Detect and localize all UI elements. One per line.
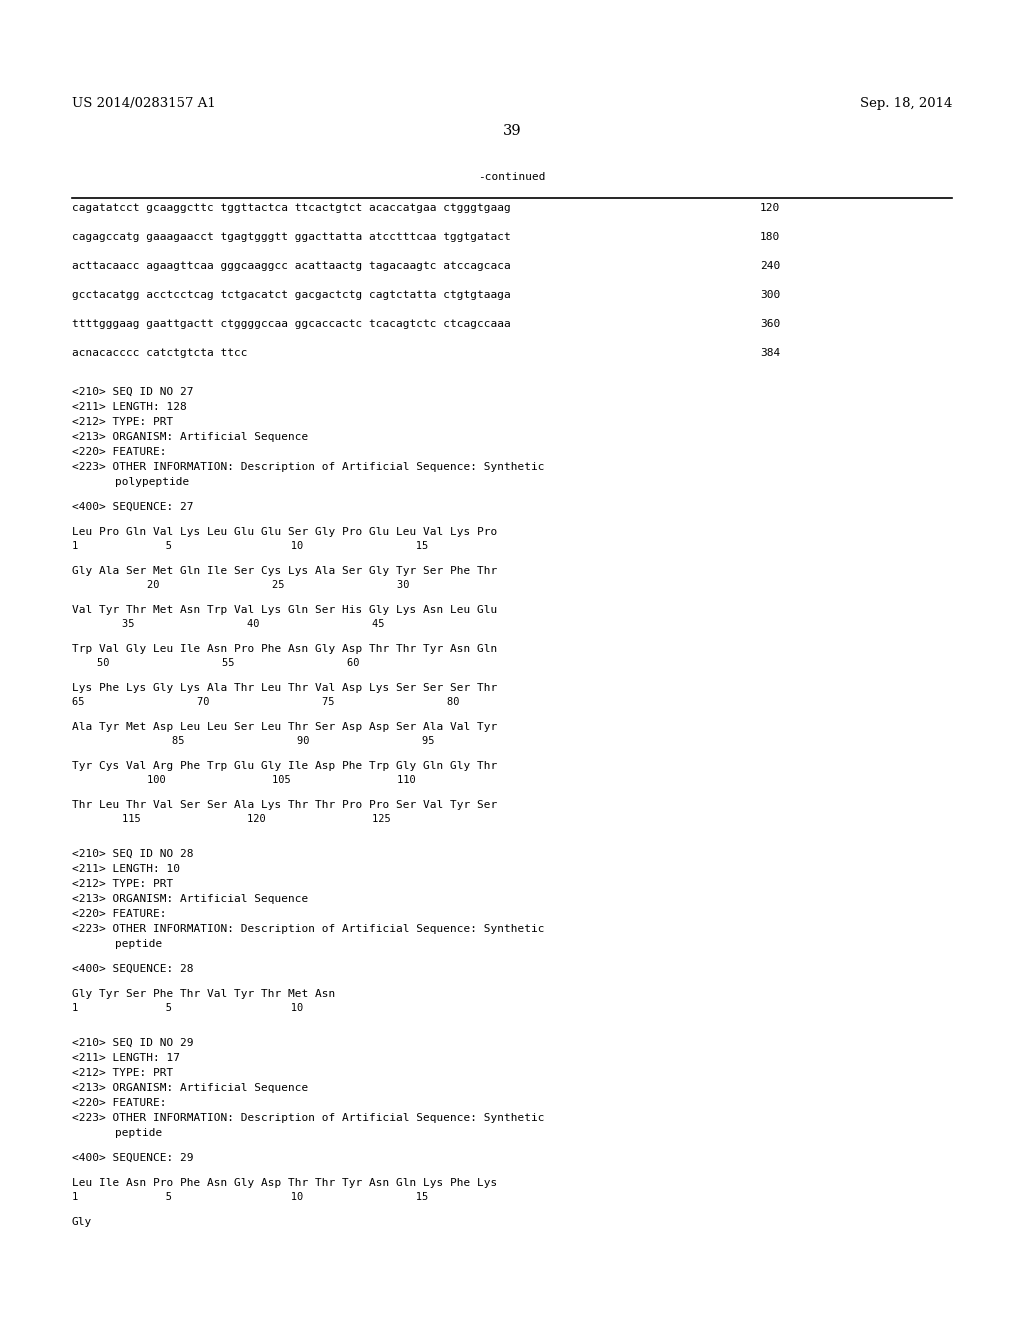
Text: <212> TYPE: PRT: <212> TYPE: PRT bbox=[72, 1068, 173, 1078]
Text: 180: 180 bbox=[760, 232, 780, 242]
Text: 120: 120 bbox=[760, 203, 780, 213]
Text: <213> ORGANISM: Artificial Sequence: <213> ORGANISM: Artificial Sequence bbox=[72, 432, 308, 442]
Text: 85                  90                  95: 85 90 95 bbox=[72, 737, 434, 746]
Text: Lys Phe Lys Gly Lys Ala Thr Leu Thr Val Asp Lys Ser Ser Ser Thr: Lys Phe Lys Gly Lys Ala Thr Leu Thr Val … bbox=[72, 682, 498, 693]
Text: Trp Val Gly Leu Ile Asn Pro Phe Asn Gly Asp Thr Thr Tyr Asn Gln: Trp Val Gly Leu Ile Asn Pro Phe Asn Gly … bbox=[72, 644, 498, 653]
Text: peptide: peptide bbox=[115, 939, 162, 949]
Text: acttacaacc agaagttcaa gggcaaggcc acattaactg tagacaagtc atccagcaca: acttacaacc agaagttcaa gggcaaggcc acattaa… bbox=[72, 261, 511, 271]
Text: <400> SEQUENCE: 27: <400> SEQUENCE: 27 bbox=[72, 502, 194, 512]
Text: 300: 300 bbox=[760, 290, 780, 300]
Text: cagatatcct gcaaggcttc tggttactca ttcactgtct acaccatgaa ctgggtgaag: cagatatcct gcaaggcttc tggttactca ttcactg… bbox=[72, 203, 511, 213]
Text: <211> LENGTH: 128: <211> LENGTH: 128 bbox=[72, 403, 186, 412]
Text: <220> FEATURE:: <220> FEATURE: bbox=[72, 909, 167, 919]
Text: Leu Pro Gln Val Lys Leu Glu Glu Ser Gly Pro Glu Leu Val Lys Pro: Leu Pro Gln Val Lys Leu Glu Glu Ser Gly … bbox=[72, 527, 498, 537]
Text: <210> SEQ ID NO 29: <210> SEQ ID NO 29 bbox=[72, 1038, 194, 1048]
Text: <211> LENGTH: 17: <211> LENGTH: 17 bbox=[72, 1053, 180, 1063]
Text: Val Tyr Thr Met Asn Trp Val Lys Gln Ser His Gly Lys Asn Leu Glu: Val Tyr Thr Met Asn Trp Val Lys Gln Ser … bbox=[72, 605, 498, 615]
Text: acnacacccc catctgtcta ttcc: acnacacccc catctgtcta ttcc bbox=[72, 348, 248, 358]
Text: <223> OTHER INFORMATION: Description of Artificial Sequence: Synthetic: <223> OTHER INFORMATION: Description of … bbox=[72, 462, 545, 473]
Text: <400> SEQUENCE: 28: <400> SEQUENCE: 28 bbox=[72, 964, 194, 974]
Text: Sep. 18, 2014: Sep. 18, 2014 bbox=[859, 96, 952, 110]
Text: <220> FEATURE:: <220> FEATURE: bbox=[72, 1098, 167, 1107]
Text: peptide: peptide bbox=[115, 1129, 162, 1138]
Text: Thr Leu Thr Val Ser Ser Ala Lys Thr Thr Pro Pro Ser Val Tyr Ser: Thr Leu Thr Val Ser Ser Ala Lys Thr Thr … bbox=[72, 800, 498, 810]
Text: Gly: Gly bbox=[72, 1217, 92, 1228]
Text: 20                  25                  30: 20 25 30 bbox=[72, 579, 410, 590]
Text: 1              5                   10                  15: 1 5 10 15 bbox=[72, 541, 428, 550]
Text: <210> SEQ ID NO 27: <210> SEQ ID NO 27 bbox=[72, 387, 194, 397]
Text: 115                 120                 125: 115 120 125 bbox=[72, 814, 391, 824]
Text: <211> LENGTH: 10: <211> LENGTH: 10 bbox=[72, 865, 180, 874]
Text: 1              5                   10: 1 5 10 bbox=[72, 1003, 303, 1012]
Text: 39: 39 bbox=[503, 124, 521, 139]
Text: US 2014/0283157 A1: US 2014/0283157 A1 bbox=[72, 96, 216, 110]
Text: ttttgggaag gaattgactt ctggggccaa ggcaccactc tcacagtctc ctcagccaaa: ttttgggaag gaattgactt ctggggccaa ggcacca… bbox=[72, 319, 511, 329]
Text: <213> ORGANISM: Artificial Sequence: <213> ORGANISM: Artificial Sequence bbox=[72, 894, 308, 904]
Text: 100                 105                 110: 100 105 110 bbox=[72, 775, 416, 785]
Text: cagagccatg gaaagaacct tgagtgggtt ggacttatta atcctttcaa tggtgatact: cagagccatg gaaagaacct tgagtgggtt ggactta… bbox=[72, 232, 511, 242]
Text: Tyr Cys Val Arg Phe Trp Glu Gly Ile Asp Phe Trp Gly Gln Gly Thr: Tyr Cys Val Arg Phe Trp Glu Gly Ile Asp … bbox=[72, 762, 498, 771]
Text: Gly Tyr Ser Phe Thr Val Tyr Thr Met Asn: Gly Tyr Ser Phe Thr Val Tyr Thr Met Asn bbox=[72, 989, 335, 999]
Text: 360: 360 bbox=[760, 319, 780, 329]
Text: gcctacatgg acctcctcag tctgacatct gacgactctg cagtctatta ctgtgtaaga: gcctacatgg acctcctcag tctgacatct gacgact… bbox=[72, 290, 511, 300]
Text: 240: 240 bbox=[760, 261, 780, 271]
Text: 384: 384 bbox=[760, 348, 780, 358]
Text: <220> FEATURE:: <220> FEATURE: bbox=[72, 447, 167, 457]
Text: <400> SEQUENCE: 29: <400> SEQUENCE: 29 bbox=[72, 1152, 194, 1163]
Text: Ala Tyr Met Asp Leu Leu Ser Leu Thr Ser Asp Asp Ser Ala Val Tyr: Ala Tyr Met Asp Leu Leu Ser Leu Thr Ser … bbox=[72, 722, 498, 733]
Text: <213> ORGANISM: Artificial Sequence: <213> ORGANISM: Artificial Sequence bbox=[72, 1082, 308, 1093]
Text: <210> SEQ ID NO 28: <210> SEQ ID NO 28 bbox=[72, 849, 194, 859]
Text: 50                  55                  60: 50 55 60 bbox=[72, 657, 359, 668]
Text: <223> OTHER INFORMATION: Description of Artificial Sequence: Synthetic: <223> OTHER INFORMATION: Description of … bbox=[72, 924, 545, 935]
Text: -continued: -continued bbox=[478, 172, 546, 182]
Text: <223> OTHER INFORMATION: Description of Artificial Sequence: Synthetic: <223> OTHER INFORMATION: Description of … bbox=[72, 1113, 545, 1123]
Text: <212> TYPE: PRT: <212> TYPE: PRT bbox=[72, 879, 173, 888]
Text: Gly Ala Ser Met Gln Ile Ser Cys Lys Ala Ser Gly Tyr Ser Phe Thr: Gly Ala Ser Met Gln Ile Ser Cys Lys Ala … bbox=[72, 566, 498, 576]
Text: 65                  70                  75                  80: 65 70 75 80 bbox=[72, 697, 460, 708]
Text: 35                  40                  45: 35 40 45 bbox=[72, 619, 384, 630]
Text: <212> TYPE: PRT: <212> TYPE: PRT bbox=[72, 417, 173, 426]
Text: polypeptide: polypeptide bbox=[115, 477, 189, 487]
Text: 1              5                   10                  15: 1 5 10 15 bbox=[72, 1192, 428, 1203]
Text: Leu Ile Asn Pro Phe Asn Gly Asp Thr Thr Tyr Asn Gln Lys Phe Lys: Leu Ile Asn Pro Phe Asn Gly Asp Thr Thr … bbox=[72, 1177, 498, 1188]
